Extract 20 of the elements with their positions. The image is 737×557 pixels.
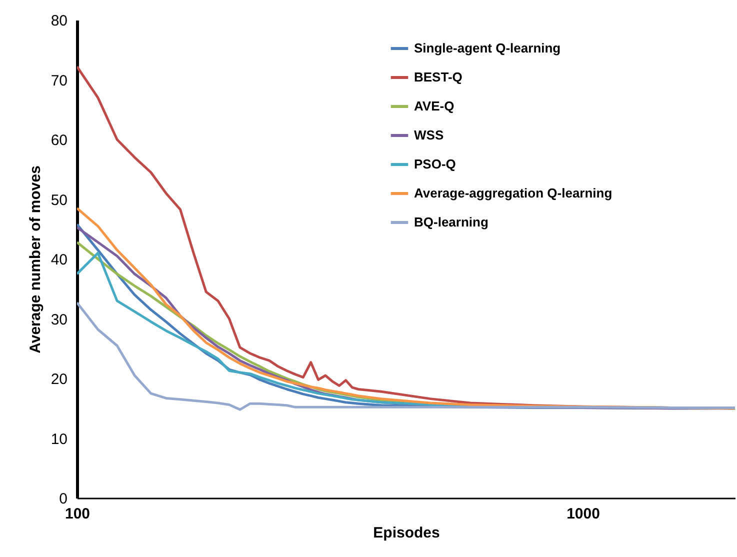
legend-label: WSS: [414, 128, 444, 142]
y-tick-label: 20: [50, 371, 68, 388]
y-tick-label: 50: [50, 192, 68, 209]
y-tick-label: 10: [50, 430, 68, 448]
y-tick-label: 0: [59, 490, 68, 508]
y-tick-label: 30: [50, 311, 68, 328]
legend-label: AVE-Q: [414, 98, 454, 114]
y-tick-label: 40: [50, 252, 68, 268]
y-axis-title: Average number of moves: [26, 166, 44, 354]
legend-label: Average-aggregation Q-learning: [414, 186, 612, 200]
x-tick-label: 100: [64, 506, 90, 522]
x-axis-title: Episodes: [373, 524, 440, 542]
legend-label: BEST-Q: [414, 70, 462, 84]
legend-label: PSO-Q: [414, 156, 456, 172]
x-tick-label: 1000: [566, 506, 600, 522]
legend-label: Single-agent Q-learning: [414, 40, 561, 56]
y-tick-label: 70: [50, 72, 68, 90]
y-tick-label: 60: [50, 132, 68, 149]
y-tick-label: 80: [50, 12, 68, 30]
legend-label: BQ-learning: [414, 214, 488, 230]
